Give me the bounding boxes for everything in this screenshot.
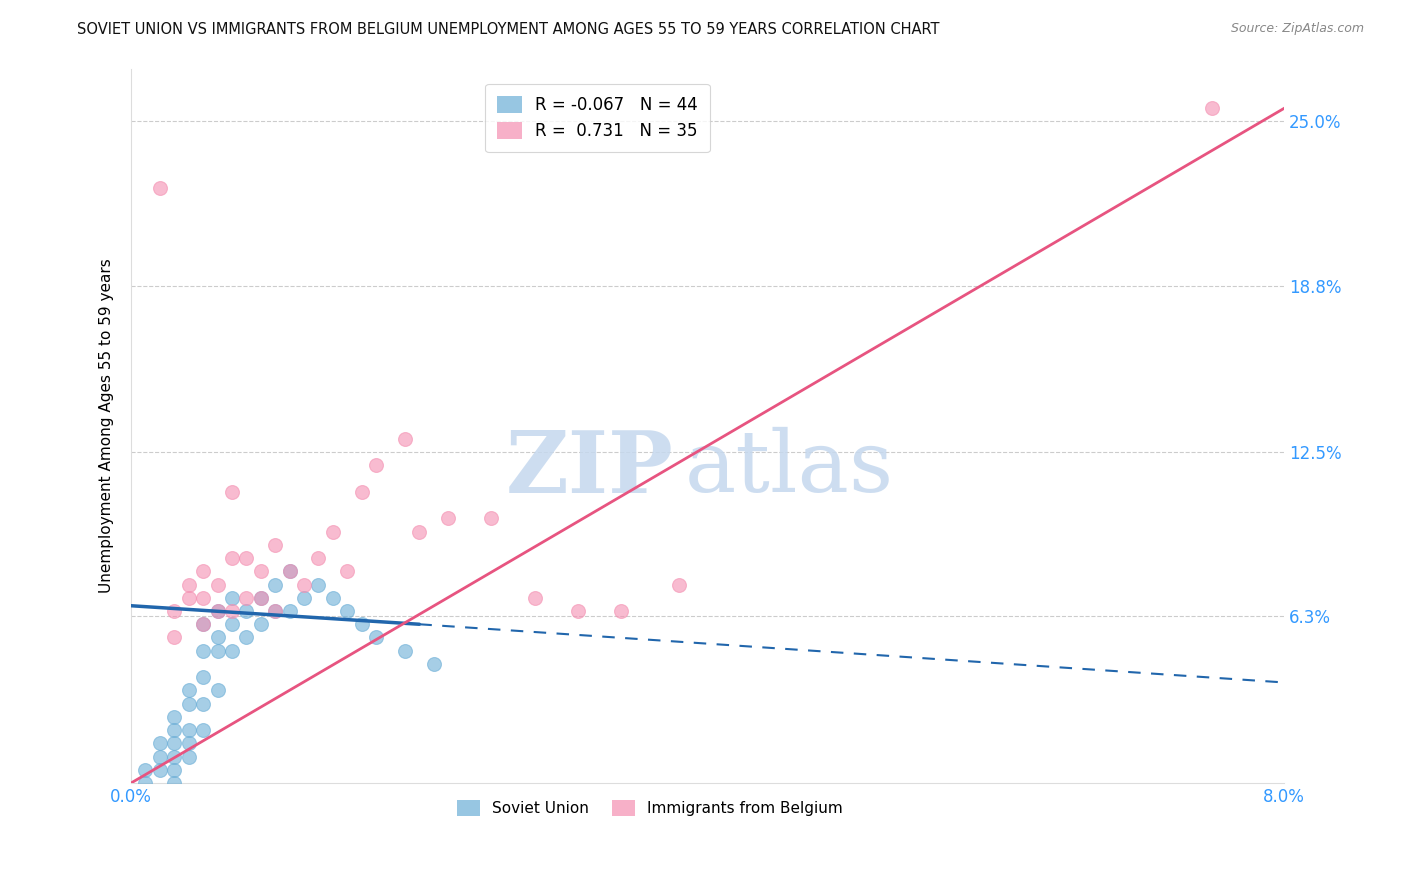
Point (292, 591, 315, 605)
Point (177, 697, 200, 711)
Point (177, 749, 200, 764)
Point (567, 604, 589, 618)
Point (207, 644, 229, 658)
Point (350, 617, 373, 632)
Point (221, 644, 243, 658)
Point (177, 736, 200, 750)
Point (364, 631, 387, 645)
Point (292, 577, 315, 591)
Point (235, 551, 257, 566)
Point (191, 591, 214, 605)
Point (668, 577, 690, 591)
Point (249, 617, 271, 632)
Point (221, 591, 243, 605)
Point (235, 631, 257, 645)
Point (336, 565, 359, 579)
Point (163, 604, 186, 618)
Point (191, 670, 214, 684)
Point (364, 458, 387, 473)
Point (249, 565, 271, 579)
Point (523, 591, 546, 605)
Point (149, 763, 172, 777)
Point (207, 577, 229, 591)
Point (307, 577, 329, 591)
Point (221, 604, 243, 618)
Point (207, 631, 229, 645)
Point (264, 538, 287, 552)
Point (408, 524, 430, 539)
Point (134, 763, 156, 777)
Point (191, 723, 214, 738)
Y-axis label: Unemployment Among Ages 55 to 59 years: Unemployment Among Ages 55 to 59 years (100, 259, 114, 593)
Point (207, 604, 229, 618)
Text: SOVIET UNION VS IMMIGRANTS FROM BELGIUM UNEMPLOYMENT AMONG AGES 55 TO 59 YEARS C: SOVIET UNION VS IMMIGRANTS FROM BELGIUM … (77, 22, 939, 37)
Legend: Soviet Union, Immigrants from Belgium: Soviet Union, Immigrants from Belgium (449, 791, 852, 825)
Point (322, 524, 344, 539)
Point (177, 577, 200, 591)
Point (481, 511, 503, 525)
Point (249, 591, 271, 605)
Text: ZIP: ZIP (505, 426, 673, 510)
Point (149, 736, 172, 750)
Point (221, 485, 243, 500)
Point (307, 551, 329, 566)
Point (264, 577, 287, 591)
Point (437, 511, 460, 525)
Point (1201, 101, 1223, 115)
Point (207, 604, 229, 618)
Point (177, 683, 200, 698)
Point (134, 776, 156, 790)
Point (163, 710, 186, 724)
Point (322, 591, 344, 605)
Point (423, 657, 446, 671)
Point (278, 565, 301, 579)
Point (394, 644, 416, 658)
Point (191, 565, 214, 579)
Point (350, 485, 373, 500)
Point (191, 644, 214, 658)
Point (163, 736, 186, 750)
Point (163, 776, 186, 790)
Text: Source: ZipAtlas.com: Source: ZipAtlas.com (1230, 22, 1364, 36)
Point (278, 604, 301, 618)
Point (610, 604, 633, 618)
Point (177, 723, 200, 738)
Point (221, 617, 243, 632)
Point (149, 180, 172, 194)
Point (191, 617, 214, 632)
Point (394, 432, 416, 446)
Point (221, 551, 243, 566)
Point (163, 631, 186, 645)
Point (191, 697, 214, 711)
Point (177, 591, 200, 605)
Point (207, 683, 229, 698)
Point (235, 604, 257, 618)
Point (163, 763, 186, 777)
Point (163, 723, 186, 738)
Point (163, 749, 186, 764)
Point (235, 591, 257, 605)
Point (249, 591, 271, 605)
Point (278, 565, 301, 579)
Point (149, 749, 172, 764)
Point (336, 604, 359, 618)
Point (264, 604, 287, 618)
Point (191, 617, 214, 632)
Point (264, 604, 287, 618)
Text: atlas: atlas (685, 427, 894, 510)
